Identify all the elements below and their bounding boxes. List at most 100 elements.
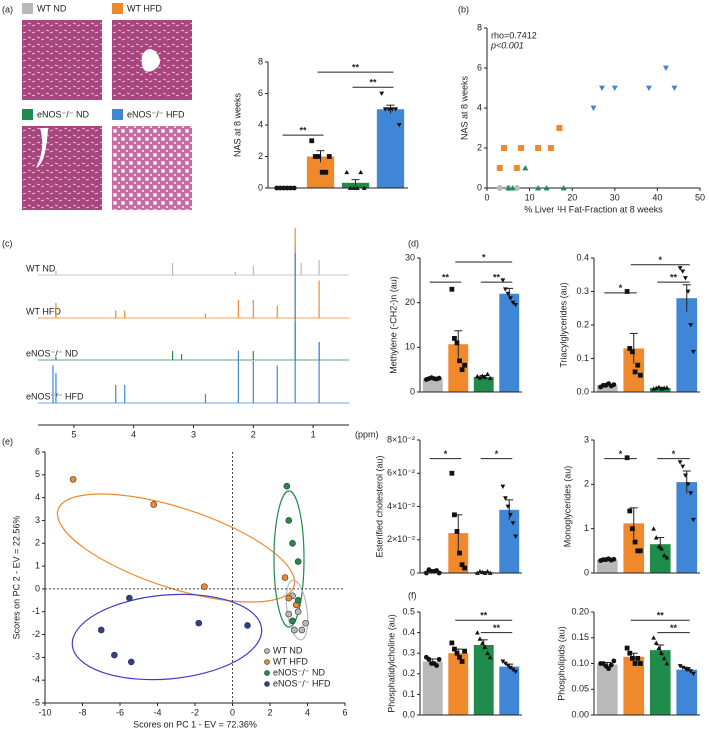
y-tick-label: 2×10⁻²	[387, 534, 415, 544]
significance-label: *	[444, 449, 448, 459]
point	[651, 526, 657, 531]
annotation: rho=0.7412	[491, 30, 537, 40]
bar	[623, 523, 645, 573]
point	[474, 630, 480, 635]
point	[590, 105, 597, 111]
point	[285, 594, 293, 602]
point	[477, 375, 483, 380]
significance-label: *	[658, 255, 662, 265]
point	[389, 107, 395, 112]
significance-label: *	[672, 449, 676, 459]
significance-label: **	[352, 62, 360, 72]
legend-label: eNOS⁻/⁻ HFD	[273, 678, 331, 688]
point	[671, 85, 678, 91]
y-tick-label: 0.20	[571, 606, 589, 616]
point	[487, 375, 493, 381]
y-tick-label: 6	[258, 88, 263, 98]
point	[457, 654, 462, 660]
significance-label: *	[495, 449, 499, 459]
trace-label: eNOS⁻/⁻ ND	[26, 348, 79, 358]
bar	[499, 666, 520, 715]
legend-label: WT HFD	[127, 3, 162, 13]
point	[462, 362, 468, 368]
significance-label: **	[657, 611, 665, 621]
point	[449, 640, 455, 646]
bar	[649, 650, 671, 715]
y-tick-label: 0.10	[571, 658, 589, 668]
y-tick-label: -4	[32, 675, 40, 685]
point	[482, 644, 488, 649]
point	[457, 550, 462, 556]
panel-label: (b)	[458, 4, 469, 14]
point	[480, 373, 485, 378]
point	[485, 371, 490, 377]
point	[659, 546, 664, 551]
y-tick-label: 8×10⁻²	[387, 434, 415, 444]
point	[662, 65, 669, 71]
point	[485, 650, 490, 656]
significance-label: **	[670, 623, 678, 633]
y-tick-label: 0.3	[576, 286, 589, 296]
histology-image	[22, 20, 102, 100]
x-tick-label: -8	[78, 707, 86, 717]
legend-marker	[264, 670, 270, 676]
bar	[596, 664, 618, 715]
point	[150, 501, 158, 508]
y-tick-label: 10	[405, 342, 415, 352]
y-tick-label: 4	[35, 492, 40, 502]
point	[510, 521, 516, 526]
point	[630, 655, 635, 661]
histology-image	[112, 126, 192, 210]
bar	[623, 656, 645, 715]
point	[513, 185, 520, 191]
point	[630, 526, 635, 532]
point	[344, 169, 350, 175]
point	[508, 665, 513, 671]
point	[659, 650, 664, 656]
point	[505, 185, 512, 191]
y-axis-label: Methylene (-CH2-)n (au)	[388, 276, 398, 374]
y-tick-label: 0.0	[402, 709, 415, 719]
y-tick-label: 4×10⁻²	[387, 501, 415, 511]
point	[690, 517, 696, 523]
point	[637, 548, 643, 554]
point	[680, 269, 686, 274]
panel-label: (c)	[2, 238, 13, 248]
y-tick-label: 0.0	[576, 386, 589, 396]
bar	[422, 378, 443, 392]
point	[459, 562, 465, 568]
panel-label: (f)	[408, 590, 417, 600]
point	[449, 470, 455, 476]
y-tick-label: 0	[410, 386, 415, 396]
significance-label: *	[482, 252, 486, 262]
bar	[473, 376, 494, 392]
point	[477, 636, 483, 641]
point	[426, 656, 432, 662]
point	[312, 154, 318, 159]
point	[462, 565, 468, 571]
bar	[676, 482, 698, 573]
y-tick-label: 2	[584, 479, 589, 489]
ellipse	[273, 490, 305, 628]
y-tick-label: 0.15	[571, 632, 589, 642]
x-tick-label: 0	[230, 707, 235, 717]
y-axis-label: Esterified cholesterol (au)	[374, 455, 384, 557]
point	[635, 655, 641, 661]
point	[611, 658, 617, 664]
point	[677, 266, 683, 271]
point	[358, 169, 364, 175]
bar	[596, 385, 618, 392]
bar	[596, 559, 618, 573]
point	[685, 667, 691, 673]
point	[688, 491, 694, 496]
y-tick-label: 0.4	[576, 252, 589, 262]
point	[690, 349, 696, 355]
x-tick-label: -2	[191, 707, 199, 717]
bar	[499, 293, 520, 392]
point	[505, 663, 511, 668]
y-axis-label: Scores on PC 2 - EV = 22.56%	[11, 516, 21, 640]
y-tick-label: -2	[32, 629, 40, 639]
significance-label: **	[369, 78, 377, 88]
point	[661, 552, 667, 558]
